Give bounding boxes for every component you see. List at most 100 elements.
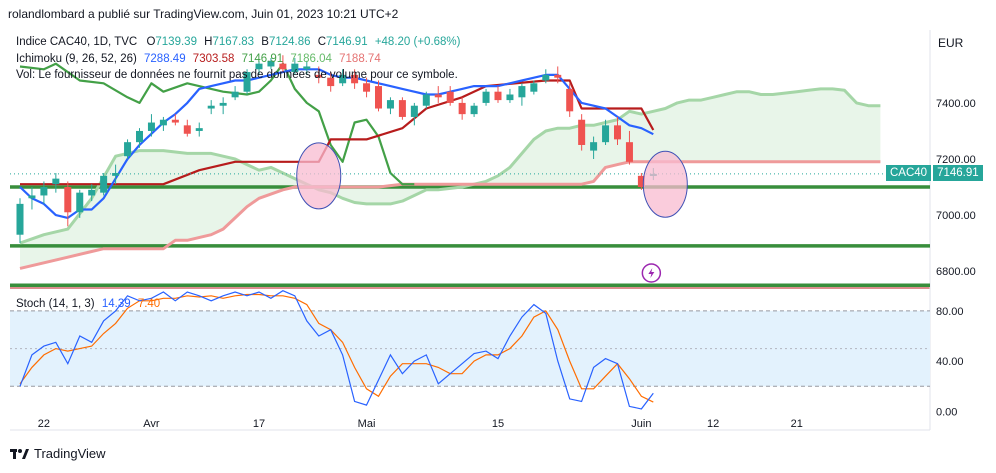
candle — [614, 116, 621, 145]
legend-symbol-row: Indice CAC40, 1D, TVC O7139.39 H7167.83 … — [16, 36, 460, 48]
candle — [112, 164, 120, 185]
candle-body — [363, 83, 371, 92]
candle-body — [100, 175, 108, 193]
candle — [470, 102, 478, 117]
candle — [64, 181, 72, 227]
candle — [458, 97, 466, 120]
time-tick-label: 15 — [492, 418, 504, 430]
senkou-span-b-line — [19, 160, 881, 270]
time-tick-label: Avr — [143, 418, 160, 430]
candle — [40, 181, 48, 204]
candle — [76, 189, 84, 218]
candle — [279, 55, 287, 73]
legend-symbol: Indice CAC40, 1D, TVC — [16, 36, 138, 48]
candle-body — [625, 142, 633, 162]
candle-body — [518, 86, 526, 98]
candle-body — [291, 63, 299, 73]
candle-body — [231, 91, 239, 98]
candle — [339, 69, 347, 87]
legend-stoch-row: Stoch (14, 1, 3) 14.39 7.40 — [16, 298, 160, 310]
candle-body — [434, 94, 442, 98]
candle — [363, 77, 371, 98]
legend-c-label: C — [317, 36, 327, 48]
tradingview-logo[interactable]: TradingView — [10, 446, 106, 461]
candle-body — [303, 66, 311, 70]
legend-ichimoku-chikou: 7146.91 — [241, 53, 284, 65]
candle-body — [219, 102, 227, 106]
tradingview-logo-text: TradingView — [34, 446, 106, 461]
candle-body — [375, 86, 382, 109]
legend-stoch-d: 7.40 — [137, 298, 161, 310]
candle-body — [542, 74, 550, 81]
axes: 6800.00 7000.00 7200.00 7400.00 0.00 40.00 80.… — [38, 98, 976, 430]
candle-body — [494, 91, 502, 101]
candle — [398, 97, 406, 120]
price-tick-label: 7200.00 — [936, 154, 976, 166]
stoch-tick-label: 80.00 — [936, 306, 964, 318]
candle-body — [171, 119, 179, 123]
candle — [351, 69, 359, 89]
candle-body — [590, 142, 598, 151]
publish-line: rolandlombard a publié sur TradingView.c… — [8, 7, 399, 21]
candle — [494, 86, 502, 103]
candle-body — [614, 125, 621, 140]
candle-body — [76, 192, 84, 213]
cloud-fill — [20, 88, 881, 269]
candle — [267, 58, 275, 70]
candle-body — [566, 88, 574, 112]
candle — [542, 69, 550, 84]
legend-stoch-k: 14.39 — [101, 298, 131, 310]
candle — [243, 69, 251, 95]
candle — [171, 114, 179, 126]
candle — [602, 119, 610, 145]
legend-ichimoku-span-a: 7186.04 — [290, 53, 332, 65]
candle-body — [195, 128, 203, 131]
candle-body — [398, 100, 406, 117]
candle — [16, 198, 24, 244]
candle-body — [16, 203, 24, 235]
candle — [578, 114, 586, 151]
price-tick-label: 7400.00 — [936, 98, 976, 110]
candle-body — [482, 91, 490, 103]
candle-body — [28, 195, 36, 199]
candle-body — [124, 142, 132, 157]
candle-body — [554, 74, 562, 78]
price-tick-label: 6800.00 — [936, 266, 976, 278]
candle — [554, 66, 562, 84]
candle — [147, 114, 155, 137]
candle — [590, 136, 598, 159]
stoch-tick-label: 0.00 — [936, 406, 957, 418]
legend-b-label: B — [261, 36, 269, 48]
legend-change: +48.20 (+0.68%) — [374, 36, 461, 48]
candle-body — [422, 94, 430, 106]
candle-body — [112, 173, 120, 176]
chikou-span-line — [19, 62, 415, 186]
candle-body — [64, 187, 72, 213]
time-tick-label: 17 — [253, 418, 265, 430]
ichimoku-cloud — [20, 88, 881, 269]
price-tick-label: 7000.00 — [936, 210, 976, 222]
candle — [159, 116, 167, 131]
horizontal-levels — [10, 185, 930, 287]
candle-body — [255, 63, 263, 70]
legend-ichimoku-label: Ichimoku (9, 26, 52, 26) — [16, 53, 137, 65]
candle — [518, 83, 526, 106]
candle — [255, 60, 263, 75]
candle — [410, 102, 418, 126]
price-tag-value: 7146.91 — [933, 165, 983, 181]
legend-ichimoku-tenkan: 7288.49 — [144, 53, 186, 65]
candle — [375, 80, 382, 112]
candle-body — [159, 119, 167, 126]
currency-label: EUR — [938, 36, 964, 50]
candle — [386, 97, 394, 115]
stoch-k-line — [19, 290, 654, 410]
candle — [446, 86, 454, 106]
highlight-ellipses — [296, 142, 688, 283]
candle — [207, 100, 215, 115]
candle-body — [410, 105, 418, 117]
time-tick-label: Juin — [631, 418, 651, 430]
legend-c-value: 7146.91 — [326, 36, 368, 48]
candle — [88, 184, 96, 202]
